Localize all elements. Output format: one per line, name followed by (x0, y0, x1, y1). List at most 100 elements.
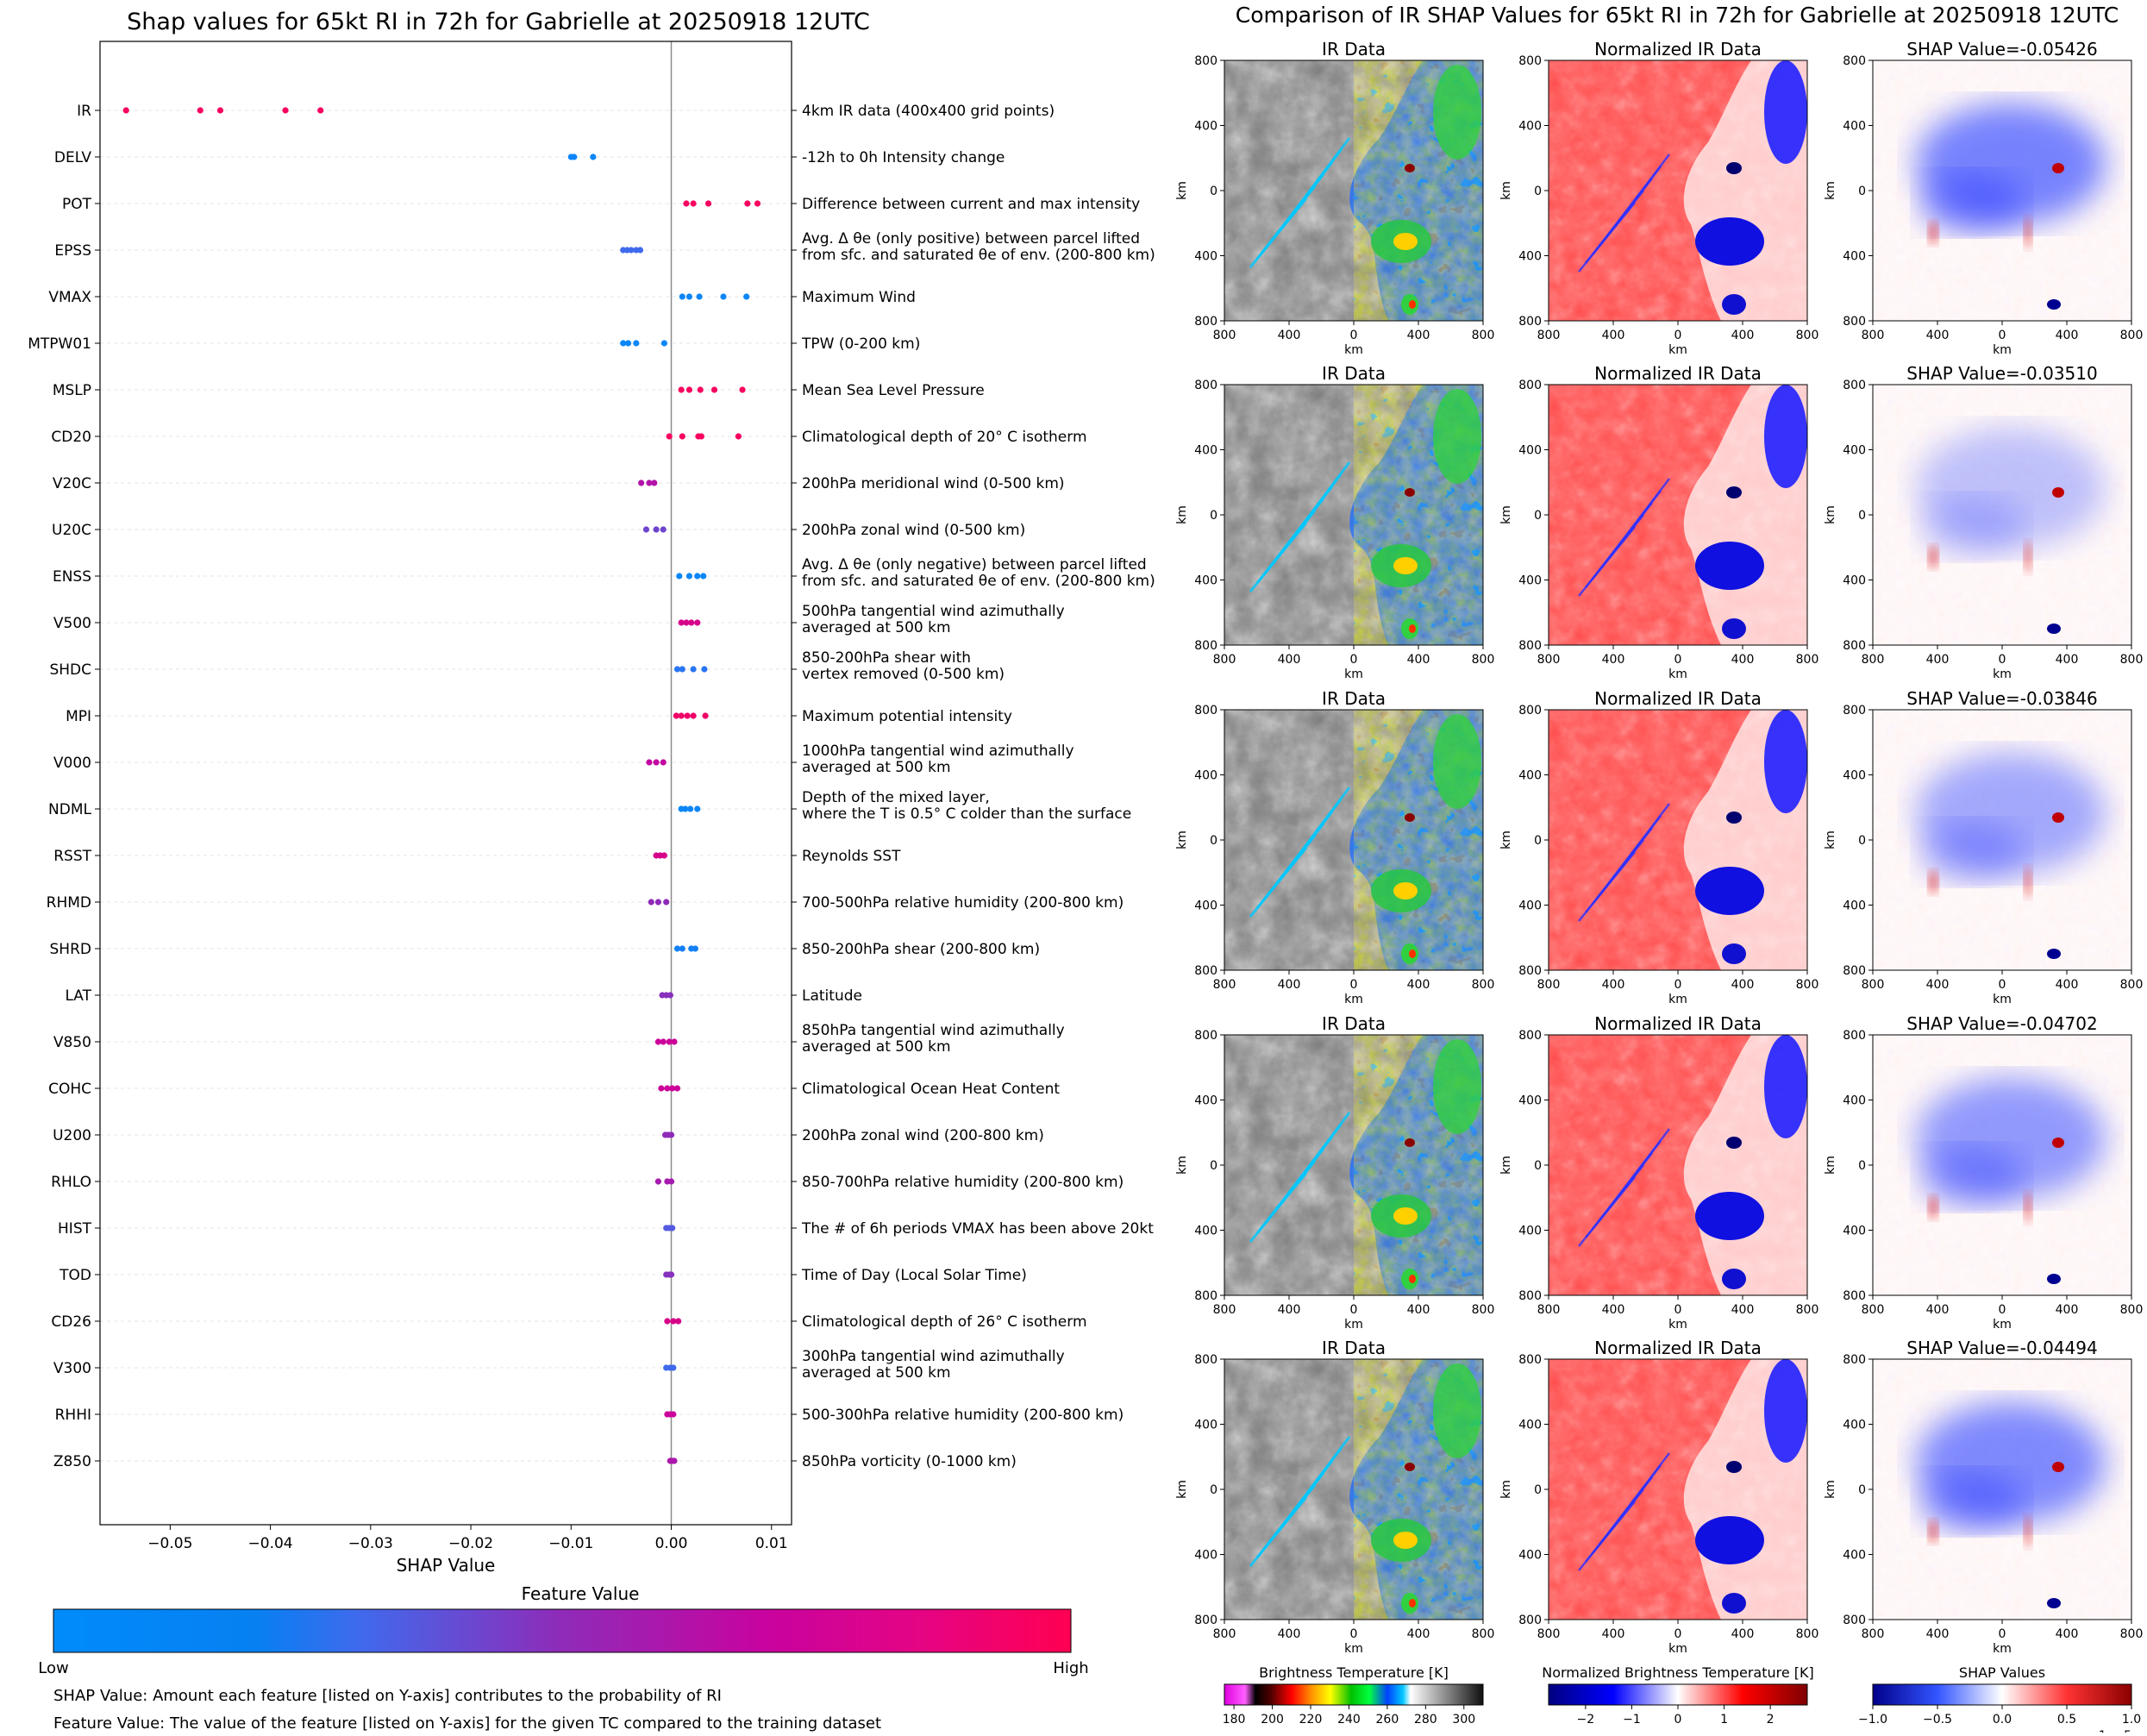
normalized-ir-image (1549, 385, 1807, 645)
cloud-band (1606, 154, 1670, 238)
shap-point (676, 573, 683, 580)
panel-x-tick-label: 800 (1796, 653, 1819, 667)
shap-image (1873, 60, 2131, 321)
panel-y-tick-label: 800 (1194, 379, 1217, 392)
feature-label: VMAX (48, 289, 91, 306)
cold-top-region (1433, 65, 1481, 160)
feature-description: 850-700hPa relative humidity (200-800 km… (802, 1174, 1124, 1191)
colorbar-3: SHAP Values −1.0 −0.5 0.0 0.5 1.0 1e−5 (1858, 1664, 2141, 1736)
panel-y-tick-label: 800 (1518, 1614, 1542, 1627)
panel-y-tick-label: 800 (1518, 315, 1542, 329)
colorbar-tick-label: −1.0 (1858, 1713, 1887, 1727)
colorbar-2: Normalized Brightness Temperature [K] −2 −… (1542, 1664, 1814, 1727)
panel-y-tick-label: 800 (1194, 315, 1217, 329)
panel-y-tick-label: 400 (1194, 1549, 1217, 1563)
shap-point (653, 759, 660, 766)
shap-point (628, 247, 635, 254)
storm-eye (1405, 1138, 1415, 1147)
panel-y-axis-label: km (1499, 830, 1513, 849)
feature-description: 850-200hPa shear (200-800 km) (802, 941, 1040, 958)
panel-x-tick-label: 800 (1862, 978, 1885, 992)
panel-y-tick-label: 0 (1210, 1159, 1217, 1173)
coldest-top (1393, 1207, 1418, 1225)
panel-y-axis-label: km (1824, 1480, 1837, 1499)
shap-point (660, 852, 667, 859)
shap-point (720, 293, 727, 300)
panel-y-tick-label: 400 (1194, 120, 1217, 134)
storm-eye (1405, 1463, 1415, 1471)
panel-x-tick-label: 800 (1537, 653, 1561, 667)
positive-shap-spot (2024, 867, 2032, 898)
feature-value-colorbar (53, 1608, 1072, 1653)
shap-point (666, 1038, 673, 1045)
panel-x-tick-label: 400 (1407, 1627, 1430, 1641)
panel-x-tick-label: 0 (1674, 1627, 1682, 1641)
positive-shap-spot (2052, 163, 2064, 173)
feature-label: COHC (48, 1081, 91, 1098)
panel-x-axis-label: km (1668, 343, 1687, 357)
shap-point (671, 1457, 678, 1464)
feature-label: RHHI (55, 1407, 91, 1424)
panel-y-tick-label: 400 (1518, 574, 1542, 588)
cold-top-region (1433, 1039, 1481, 1134)
normalized-cold-region (1764, 60, 1807, 164)
shap-point (701, 666, 708, 673)
panel-title: SHAP Value=-0.03510 (1906, 363, 2097, 384)
panel-x-axis-label: km (1668, 667, 1687, 681)
panel-y-tick-label: 400 (1518, 250, 1542, 264)
panel-x-tick-label: 0 (1350, 1303, 1358, 1317)
panel-x-axis-label: km (1993, 343, 2012, 357)
feature-description: vertex removed (0-500 km) (802, 666, 1005, 683)
feature-label: HIST (58, 1220, 92, 1238)
panel-x-tick-label: 800 (1537, 978, 1561, 992)
feature-description: Time of Day (Local Solar Time) (801, 1267, 1027, 1284)
shap-panel: SHAP Value=-0.04494800800400400004004008… (1824, 1338, 2143, 1656)
panel-y-tick-label: 400 (1843, 769, 1866, 783)
panel-x-tick-label: 400 (1602, 1303, 1625, 1317)
panel-x-tick-label: 400 (1926, 1303, 1950, 1317)
panel-y-tick-label: 0 (1858, 185, 1866, 198)
shap-point (685, 573, 693, 580)
shap-image (1873, 710, 2131, 970)
shap-point (620, 340, 627, 347)
panel-x-axis-label: km (1668, 993, 1687, 1006)
panel-y-tick-label: 0 (1210, 834, 1217, 848)
feature-description: 700-500hPa relative humidity (200-800 km… (802, 894, 1124, 912)
normalized-cold-region (1722, 294, 1746, 315)
feature-label: V300 (53, 1360, 91, 1377)
panel-y-tick-label: 400 (1194, 250, 1217, 264)
feature-description: from sfc. and saturated θe of env. (200-… (802, 247, 1155, 264)
feature-label: ENSS (53, 568, 91, 586)
panel-x-tick-label: 800 (1472, 1627, 1495, 1641)
panel-y-axis-label: km (1175, 1156, 1189, 1175)
normalized-cold-region (1695, 1192, 1764, 1240)
panels-title: Comparison of IR SHAP Values for 65kt RI… (1236, 3, 2119, 28)
shap-point (744, 200, 751, 207)
panel-x-tick-label: 800 (1472, 653, 1495, 667)
panel-y-tick-label: 400 (1843, 1549, 1866, 1563)
panel-title: SHAP Value=-0.04702 (1906, 1013, 2097, 1034)
panel-y-tick-label: 800 (1194, 639, 1217, 653)
panel-x-tick-label: 800 (2120, 978, 2144, 992)
explanation-note: Feature Value: The value of the feature … (53, 1714, 881, 1733)
panel-x-tick-label: 800 (1796, 978, 1819, 992)
shap-point (690, 666, 697, 673)
panel-x-tick-label: 0 (1674, 653, 1682, 667)
x-tick-label: −0.04 (248, 1535, 293, 1552)
panel-y-tick-label: 800 (1194, 1289, 1217, 1303)
panel-title: IR Data (1322, 1013, 1386, 1034)
panel-title: IR Data (1322, 688, 1386, 709)
feature-description: Climatological depth of 20° C isotherm (802, 429, 1087, 446)
panel-y-tick-label: 800 (1518, 1289, 1542, 1303)
feature-description: Avg. Δ θe (only positive) between parcel… (802, 230, 1140, 248)
feature-description: Climatological depth of 26° C isotherm (802, 1313, 1087, 1331)
panel-x-tick-label: 800 (1537, 1627, 1561, 1641)
panel-x-tick-label: 800 (1472, 329, 1495, 342)
colorbar-strip (1872, 1683, 2132, 1706)
feature-label: IR (77, 103, 91, 120)
panel-y-tick-label: 800 (1518, 1029, 1542, 1043)
panel-y-tick-label: 400 (1843, 120, 1866, 134)
ir-panels-grid: Comparison of IR SHAP Values for 65kt RI… (1175, 3, 2144, 1736)
colorbar-title: Brightness Temperature [K] (1259, 1664, 1449, 1681)
